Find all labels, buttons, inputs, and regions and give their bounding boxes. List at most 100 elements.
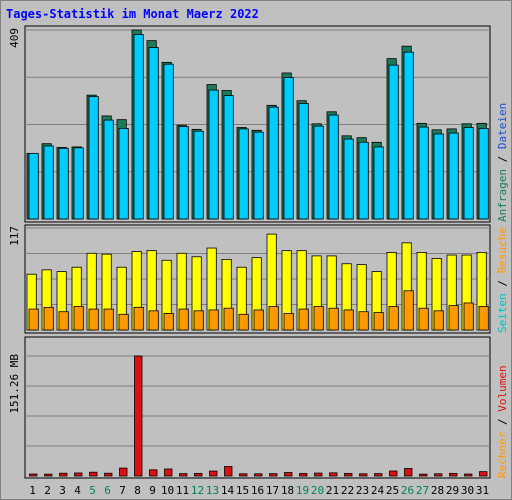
bar-besuche-day-18 bbox=[283, 313, 294, 331]
bar-dateien-day-19 bbox=[298, 103, 309, 220]
legend-separator: / bbox=[496, 412, 509, 432]
bar-besuche-day-19 bbox=[298, 308, 309, 331]
bar-besuche-day-29 bbox=[448, 305, 459, 331]
x-tick-label: 11 bbox=[176, 484, 189, 497]
x-tick-label: 2 bbox=[44, 484, 51, 497]
bar-dateien-day-26 bbox=[403, 51, 414, 220]
bar-volumen-day-21 bbox=[329, 472, 338, 477]
bar-dateien-day-6 bbox=[103, 119, 114, 220]
x-tick-label: 26 bbox=[401, 484, 414, 497]
x-tick-label: 1 bbox=[29, 484, 36, 497]
x-tick-label: 19 bbox=[296, 484, 309, 497]
bar-besuche-day-17 bbox=[268, 306, 279, 331]
x-tick-label: 14 bbox=[221, 484, 235, 497]
bar-dateien-day-21 bbox=[328, 114, 339, 220]
right-legend: Anfragen / Dateien Seiten / Besuche Rechne… bbox=[496, 103, 509, 478]
x-tick-label: 22 bbox=[341, 484, 354, 497]
bar-besuche-day-5 bbox=[88, 308, 99, 331]
bar-dateien-day-2 bbox=[43, 145, 54, 220]
bar-besuche-day-3 bbox=[58, 311, 69, 331]
bar-volumen-day-25 bbox=[389, 470, 398, 477]
bar-dateien-day-8 bbox=[133, 34, 144, 220]
bar-dateien-day-5 bbox=[88, 96, 99, 220]
bar-volumen-day-29 bbox=[449, 472, 458, 477]
x-tick-label: 3 bbox=[59, 484, 66, 497]
x-tick-label: 6 bbox=[104, 484, 111, 497]
bar-volumen-day-23 bbox=[359, 473, 368, 477]
bar-volumen-day-26 bbox=[404, 468, 413, 477]
x-tick-label: 31 bbox=[476, 484, 489, 497]
bar-dateien-day-24 bbox=[373, 146, 384, 220]
bar-volumen-day-1 bbox=[29, 473, 38, 477]
bar-volumen-day-24 bbox=[374, 473, 383, 477]
bar-volumen-day-9 bbox=[149, 469, 158, 477]
x-tick-label: 7 bbox=[119, 484, 126, 497]
bar-volumen-day-22 bbox=[344, 472, 353, 477]
bar-dateien-day-28 bbox=[433, 133, 444, 220]
bar-besuche-day-16 bbox=[253, 309, 264, 331]
x-tick-label: 15 bbox=[236, 484, 249, 497]
x-tick-label: 23 bbox=[356, 484, 369, 497]
bar-besuche-day-8 bbox=[133, 306, 144, 331]
bar-volumen-day-12 bbox=[194, 472, 203, 477]
bar-dateien-day-12 bbox=[193, 130, 204, 220]
x-tick-label: 9 bbox=[149, 484, 156, 497]
bar-dateien-day-13 bbox=[208, 89, 219, 220]
bar-volumen-day-7 bbox=[119, 467, 128, 477]
x-tick-label: 21 bbox=[326, 484, 339, 497]
bar-volumen-day-30 bbox=[464, 473, 473, 477]
bar-dateien-day-18 bbox=[283, 77, 294, 220]
bar-volumen-day-4 bbox=[74, 472, 83, 477]
bar-volumen-day-13 bbox=[209, 470, 218, 477]
bar-besuche-day-4 bbox=[73, 306, 84, 331]
bar-dateien-day-16 bbox=[253, 131, 264, 220]
bar-besuche-day-1 bbox=[28, 308, 39, 331]
legend-entry-volumen: Volumen bbox=[496, 365, 509, 411]
x-axis-day-labels: 1 2 3 4 5 6 7 8 9 10 11 12 13 14 15 16 17 18 19 20 21 22 23 24 2… bbox=[29, 484, 489, 497]
bar-dateien-day-17 bbox=[268, 106, 279, 220]
bar-dateien-day-15 bbox=[238, 128, 249, 220]
bar-besuche-day-6 bbox=[103, 308, 114, 331]
bar-besuche-day-15 bbox=[238, 313, 249, 331]
bar-besuche-day-31 bbox=[478, 306, 489, 331]
bar-dateien-day-9 bbox=[148, 47, 159, 220]
bar-dateien-day-3 bbox=[58, 147, 69, 220]
bar-besuche-day-11 bbox=[178, 308, 189, 331]
legend-entry-rechner: Rechner bbox=[496, 431, 509, 478]
x-tick-label: 10 bbox=[161, 484, 174, 497]
bar-volumen-day-31 bbox=[479, 471, 488, 477]
panel-top: 409 bbox=[8, 25, 491, 223]
bar-besuche-day-27 bbox=[418, 307, 429, 331]
bar-besuche-day-20 bbox=[313, 306, 324, 331]
bar-dateien-day-23 bbox=[358, 141, 369, 220]
y-max-label: 409 bbox=[8, 28, 21, 48]
x-tick-label: 4 bbox=[74, 484, 81, 497]
bar-volumen-day-10 bbox=[164, 468, 173, 477]
legend-entry-dateien: Dateien bbox=[496, 103, 509, 149]
bar-volumen-day-18 bbox=[284, 472, 293, 477]
bar-dateien-day-29 bbox=[448, 132, 459, 220]
x-tick-label: 30 bbox=[461, 484, 474, 497]
bar-volumen-day-11 bbox=[179, 473, 188, 477]
x-tick-label: 8 bbox=[134, 484, 141, 497]
bar-volumen-day-27 bbox=[419, 473, 428, 477]
bar-besuche-day-21 bbox=[328, 307, 339, 331]
legend-entry-seiten: Seiten bbox=[496, 293, 509, 333]
y-max-label: 151.26 MB bbox=[8, 354, 21, 414]
bar-dateien-day-30 bbox=[463, 127, 474, 220]
x-tick-label: 25 bbox=[386, 484, 399, 497]
x-tick-label: 5 bbox=[89, 484, 96, 497]
bar-dateien-day-10 bbox=[163, 63, 174, 220]
bar-volumen-day-2 bbox=[44, 473, 53, 477]
bar-volumen-day-15 bbox=[239, 473, 248, 477]
panel-middle: 117 bbox=[8, 224, 491, 334]
bar-besuche-day-10 bbox=[163, 313, 174, 331]
bar-dateien-day-14 bbox=[223, 95, 234, 220]
x-tick-label: 28 bbox=[431, 484, 444, 497]
bar-dateien-day-31 bbox=[478, 128, 489, 220]
panel-bottom: 151.26 MB bbox=[8, 336, 491, 479]
bar-besuche-day-2 bbox=[43, 306, 54, 331]
bar-besuche-day-7 bbox=[118, 313, 129, 331]
